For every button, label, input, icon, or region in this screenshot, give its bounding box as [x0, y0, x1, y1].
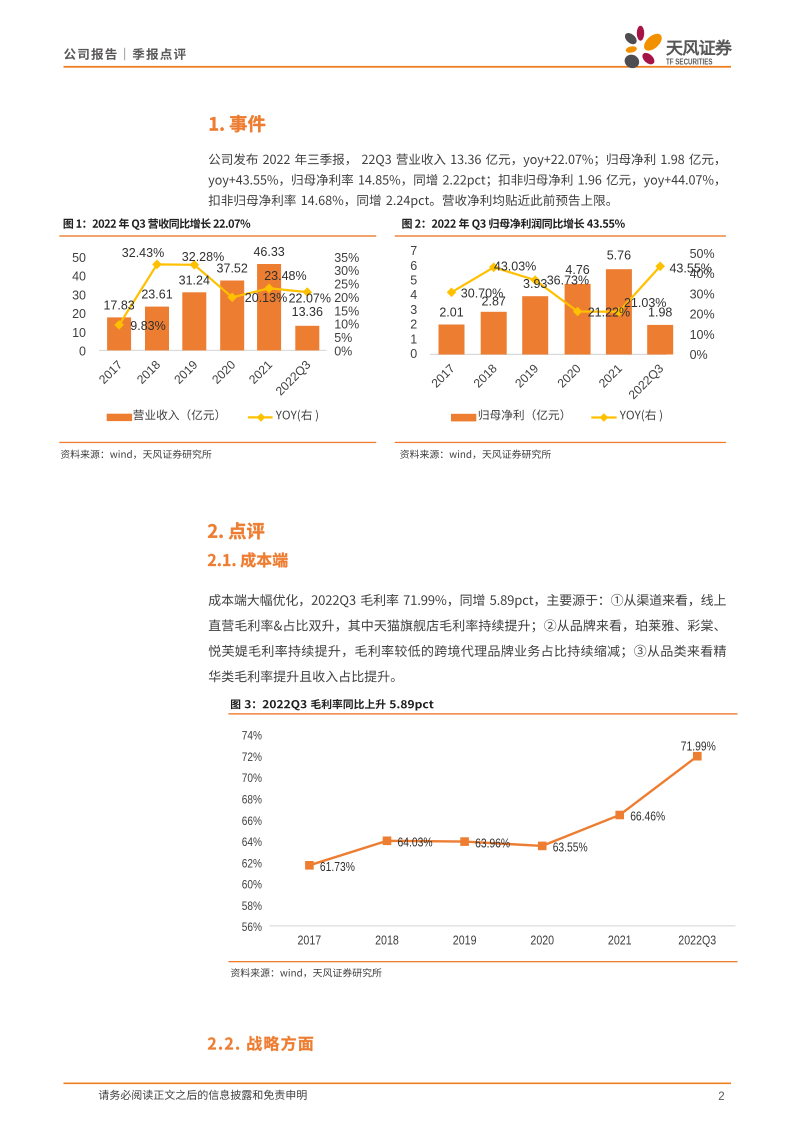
svg-text:1: 1	[410, 333, 417, 347]
svg-text:2019: 2019	[453, 933, 477, 948]
svg-text:64.03%: 64.03%	[398, 836, 433, 850]
svg-text:2020: 2020	[530, 933, 554, 948]
svg-text:30.70%: 30.70%	[461, 287, 503, 301]
svg-text:10%: 10%	[334, 318, 359, 332]
svg-text:61.73%: 61.73%	[320, 860, 355, 874]
svg-text:10%: 10%	[690, 328, 715, 342]
svg-text:4.76: 4.76	[565, 263, 589, 277]
svg-text:2018: 2018	[134, 358, 163, 387]
svg-text:74%: 74%	[242, 729, 262, 743]
svg-text:5.76: 5.76	[607, 249, 631, 263]
svg-text:64%: 64%	[242, 835, 262, 849]
svg-text:7: 7	[410, 244, 417, 258]
svg-text:40: 40	[72, 270, 86, 284]
svg-text:2: 2	[410, 318, 417, 332]
svg-text:30%: 30%	[690, 288, 715, 302]
svg-text:23.48%: 23.48%	[264, 269, 306, 283]
svg-text:43.55%: 43.55%	[669, 261, 711, 275]
svg-text:30%: 30%	[334, 264, 359, 278]
svg-text:43.03%: 43.03%	[494, 260, 536, 274]
svg-text:37.52: 37.52	[217, 262, 248, 276]
svg-text:2: 2	[718, 1091, 724, 1103]
svg-text:66.46%: 66.46%	[630, 810, 665, 824]
svg-text:2021: 2021	[596, 361, 625, 390]
svg-text:68%: 68%	[242, 793, 262, 807]
svg-text:30: 30	[72, 289, 86, 303]
svg-text:4: 4	[410, 288, 417, 302]
svg-text:2022Q3: 2022Q3	[626, 361, 667, 402]
svg-text:50%: 50%	[690, 247, 715, 261]
svg-text:63.55%: 63.55%	[553, 841, 588, 855]
svg-text:25%: 25%	[334, 278, 359, 292]
svg-text:21.03%: 21.03%	[624, 296, 666, 310]
svg-text:22.07%: 22.07%	[289, 291, 331, 305]
svg-text:40%: 40%	[690, 267, 715, 281]
svg-text:2022Q3: 2022Q3	[273, 358, 314, 399]
svg-text:2.01: 2.01	[439, 305, 463, 319]
svg-text:70%: 70%	[242, 771, 262, 785]
svg-text:20.13%: 20.13%	[245, 291, 287, 305]
svg-text:56%: 56%	[242, 920, 262, 934]
svg-text:2019: 2019	[512, 361, 541, 390]
svg-text:2018: 2018	[471, 361, 500, 390]
svg-text:9.83%: 9.83%	[130, 319, 165, 333]
svg-text:20%: 20%	[690, 308, 715, 322]
svg-text:32.43%: 32.43%	[122, 246, 164, 260]
svg-text:2022Q3: 2022Q3	[678, 933, 716, 948]
svg-text:2020: 2020	[555, 361, 584, 390]
svg-text:2020: 2020	[209, 358, 238, 387]
svg-text:20%: 20%	[334, 291, 359, 305]
svg-text:35%: 35%	[334, 251, 359, 265]
svg-text:2017: 2017	[96, 358, 125, 387]
svg-text:36.73%: 36.73%	[547, 274, 589, 288]
svg-text:58%: 58%	[242, 899, 262, 913]
svg-text:62%: 62%	[242, 856, 262, 870]
svg-text:50: 50	[72, 251, 86, 265]
svg-text:TF SECURITIES: TF SECURITIES	[666, 58, 713, 67]
svg-text:0: 0	[410, 347, 417, 361]
svg-text:71.99%: 71.99%	[681, 740, 716, 754]
svg-text:66%: 66%	[242, 814, 262, 828]
svg-text:15%: 15%	[334, 304, 359, 318]
svg-text:2017: 2017	[298, 933, 322, 948]
svg-text:3.93: 3.93	[523, 277, 547, 291]
svg-text:2.87: 2.87	[482, 294, 506, 308]
svg-text:2021: 2021	[608, 933, 632, 948]
svg-text:21.22%: 21.22%	[588, 305, 630, 319]
svg-text:63.96%: 63.96%	[475, 836, 510, 850]
svg-text:72%: 72%	[242, 750, 262, 764]
svg-text:5: 5	[410, 274, 417, 288]
svg-text:1.98: 1.98	[648, 305, 672, 319]
svg-text:17.83: 17.83	[103, 298, 134, 312]
svg-text:2018: 2018	[375, 933, 399, 948]
svg-text:5%: 5%	[334, 331, 352, 345]
svg-text:3: 3	[410, 303, 417, 317]
svg-text:2021: 2021	[246, 358, 275, 387]
svg-text:6: 6	[410, 259, 417, 273]
svg-text:0%: 0%	[690, 348, 708, 362]
svg-text:32.28%: 32.28%	[182, 250, 224, 264]
svg-text:13.36: 13.36	[292, 305, 323, 319]
svg-text:20: 20	[72, 307, 86, 321]
svg-text:60%: 60%	[242, 878, 262, 892]
svg-text:46.33: 46.33	[253, 245, 284, 259]
svg-text:0%: 0%	[334, 345, 352, 359]
svg-text:0: 0	[79, 345, 86, 359]
svg-text:2017: 2017	[429, 361, 458, 390]
svg-text:10: 10	[72, 326, 86, 340]
svg-text:31.24: 31.24	[179, 273, 210, 287]
svg-text:23.61: 23.61	[141, 288, 172, 302]
svg-text:2019: 2019	[171, 358, 200, 387]
